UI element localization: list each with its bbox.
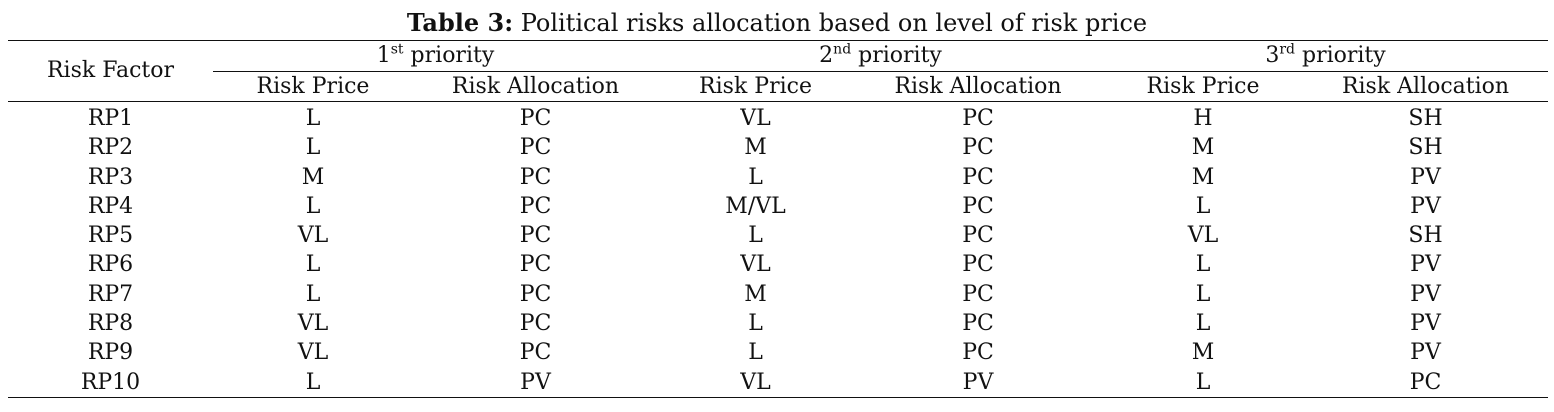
table-cell: L xyxy=(305,193,321,219)
table-cell: SH xyxy=(1408,135,1443,161)
table-cell: L xyxy=(748,311,763,337)
table-row: RP2 L PC M PC M SH xyxy=(8,133,1548,162)
header-group-2: 2nd priority xyxy=(658,40,1104,72)
table-cell: SH xyxy=(1408,223,1443,249)
table-cell: M/VL xyxy=(725,193,786,219)
table-cell: L xyxy=(1195,311,1211,337)
risk-factor-cell: RP1 xyxy=(87,106,134,131)
table-cell: PV xyxy=(413,367,659,398)
table-cell: PC xyxy=(962,164,994,190)
table-cell: PV xyxy=(1410,340,1441,366)
table-cell: PC xyxy=(962,311,994,337)
table-cell: PV xyxy=(853,367,1104,398)
risk-factor-cell: RP4 xyxy=(87,193,134,219)
table-cell: PC xyxy=(962,340,994,366)
risk-allocation-table: Risk Factor 1st priority 2nd priority 3r… xyxy=(8,40,1549,398)
table-cell: PV xyxy=(1410,193,1441,219)
table-cell: PC xyxy=(962,281,994,307)
table-cell: M xyxy=(744,281,767,307)
table-cell: L xyxy=(213,367,413,398)
table-cell: PC xyxy=(519,223,552,249)
table-cell: PV xyxy=(1410,252,1441,278)
subheader-risk-allocation-2: Risk Allocation xyxy=(894,74,1062,99)
table-cell: VL xyxy=(740,252,771,278)
table-cell: PC xyxy=(962,252,994,278)
table-cell: VL xyxy=(740,106,771,131)
table-cell: L xyxy=(305,106,321,131)
table-cell: L xyxy=(1195,193,1211,219)
table-body: RP1 L PC VL PC H SH RP2 L PC M PC M SH RP3 M PC L PC M PV RP4… xyxy=(8,102,1549,398)
subheader-risk-allocation-3: Risk Allocation xyxy=(1341,74,1510,99)
table-cell: PC xyxy=(519,340,552,366)
table-row: RP7 L PC M PC L PV xyxy=(8,280,1548,309)
header-group-3: 3rd priority xyxy=(1103,40,1549,72)
table-cell: PC xyxy=(962,193,994,219)
table-cell: L xyxy=(1103,367,1304,398)
table-cell: PC xyxy=(519,106,552,131)
table-caption: Table 3: Political risks allocation base… xyxy=(0,8,1554,38)
subheader-risk-allocation-1: Risk Allocation xyxy=(451,74,620,99)
risk-factor-cell: RP3 xyxy=(87,164,134,190)
table-cell: PC xyxy=(519,193,552,219)
risk-factor-cell: RP2 xyxy=(87,135,134,161)
caption-text: Political risks allocation based on leve… xyxy=(513,9,1148,37)
table-cell: M xyxy=(744,135,767,161)
table-cell: VL xyxy=(297,223,329,249)
table-row: RP8 VL PC L PC L PV xyxy=(8,309,1548,338)
subheader-risk-price-2: Risk Price xyxy=(699,74,812,99)
table-row: RP5 VL PC L PC VL SH xyxy=(8,221,1548,250)
subheader-risk-price-1: Risk Price xyxy=(256,74,370,99)
table-cell: PC xyxy=(519,252,552,278)
table-row: RP3 M PC L PC M PV xyxy=(8,163,1548,192)
subheader-risk-price-3: Risk Price xyxy=(1146,74,1260,99)
table-cell: PC xyxy=(519,135,552,161)
risk-factor-cell: RP6 xyxy=(87,252,134,278)
table-cell: SH xyxy=(1408,106,1443,131)
table-cell: PV xyxy=(1410,281,1441,307)
table-cell: PC xyxy=(962,106,994,131)
table-cell: PC xyxy=(519,164,552,190)
table-cell: M xyxy=(1191,340,1215,366)
risk-factor-cell: RP9 xyxy=(87,340,134,366)
table-cell: VL xyxy=(1187,223,1219,249)
table-cell: PC xyxy=(1303,367,1549,398)
table-cell: L xyxy=(305,252,321,278)
table-cell: PC xyxy=(519,281,552,307)
table-cell: L xyxy=(748,223,763,249)
table-row: RP6 L PC VL PC L PV xyxy=(8,250,1548,279)
caption-label: Table 3: xyxy=(406,8,514,37)
table-row: RP4 L PC M/VL PC L PV xyxy=(8,192,1548,221)
table-cell: L xyxy=(305,281,321,307)
table-row: RP10 L PV VL PV L PC xyxy=(8,367,1549,398)
risk-factor-cell: RP8 xyxy=(87,311,134,337)
table-row: RP1 L PC VL PC H SH xyxy=(8,102,1548,134)
table-cell: VL xyxy=(658,367,854,398)
risk-factor-cell: RP10 xyxy=(8,367,213,398)
table-cell: M xyxy=(301,164,325,190)
table-cell: PC xyxy=(962,223,994,249)
table-cell: VL xyxy=(297,311,329,337)
table-cell: PC xyxy=(962,135,994,161)
risk-factor-cell: RP7 xyxy=(87,281,134,307)
table-cell: H xyxy=(1193,106,1213,131)
table-cell: PV xyxy=(1410,164,1441,190)
table-cell: L xyxy=(1195,281,1211,307)
table-cell: L xyxy=(748,164,763,190)
table-row: RP9 VL PC L PC M PV xyxy=(8,338,1548,367)
header-group-1: 1st priority xyxy=(213,40,659,72)
table-cell: M xyxy=(1191,135,1215,161)
table-cell: L xyxy=(748,340,763,366)
table-cell: M xyxy=(1191,164,1215,190)
table-cell: L xyxy=(305,135,321,161)
table-cell: VL xyxy=(297,340,329,366)
table-cell: L xyxy=(1195,252,1211,278)
risk-factor-cell: RP5 xyxy=(87,223,134,249)
table-cell: PC xyxy=(519,311,552,337)
table-cell: PV xyxy=(1410,311,1441,337)
header-risk-factor: Risk Factor xyxy=(46,58,175,83)
